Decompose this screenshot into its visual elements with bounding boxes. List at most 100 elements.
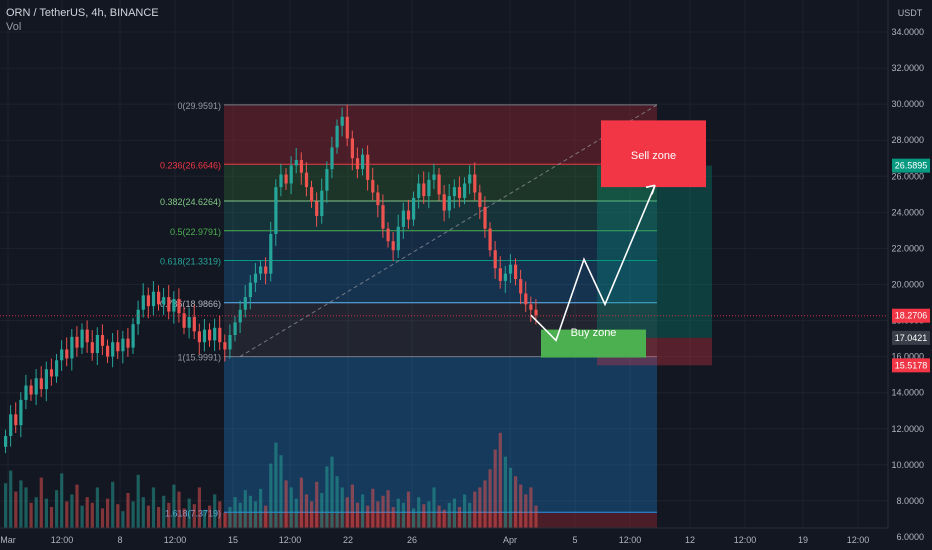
candle-body bbox=[223, 342, 227, 350]
candle-body bbox=[529, 304, 533, 310]
candle-body bbox=[432, 174, 436, 180]
candle-body bbox=[473, 174, 477, 193]
price-tick-label: 26.0000 bbox=[891, 171, 924, 181]
time-tick-label: 26 bbox=[407, 535, 417, 545]
volume-bar bbox=[70, 494, 74, 528]
candle bbox=[218, 315, 222, 350]
volume-bar bbox=[269, 463, 273, 528]
candle bbox=[9, 405, 13, 447]
fibonacci-retracement[interactable]: 0(29.9591) 0.236(26.6646) 0.382(24.6264) 0.… bbox=[160, 101, 658, 528]
candle-body bbox=[95, 335, 99, 354]
price-tick-label: 32.0000 bbox=[891, 63, 924, 73]
candle bbox=[116, 330, 120, 359]
candle bbox=[172, 291, 176, 324]
candle bbox=[519, 269, 523, 305]
candle bbox=[437, 168, 441, 201]
candle bbox=[39, 366, 43, 397]
candle-body bbox=[44, 369, 48, 390]
candle-body bbox=[192, 316, 196, 332]
time-tick-label: 12:00 bbox=[734, 535, 757, 545]
candle-body bbox=[284, 174, 288, 184]
volume-bar bbox=[330, 456, 334, 528]
candle bbox=[90, 330, 94, 361]
candle-body bbox=[131, 324, 135, 348]
candle-body bbox=[396, 226, 400, 251]
volume-bar bbox=[157, 507, 161, 528]
candle-body bbox=[330, 147, 334, 170]
volume-bar bbox=[366, 505, 370, 528]
volume-bar bbox=[503, 456, 507, 528]
volume-bar bbox=[386, 490, 390, 528]
candle-body bbox=[80, 329, 84, 348]
candle bbox=[14, 402, 18, 433]
time-axis[interactable]: Mar 12:00 8 12:00 15 12:00 22 26 Apr 5 12:00 12 12:0… bbox=[0, 527, 888, 550]
volume-bar bbox=[514, 476, 518, 528]
symbol-title[interactable]: ORN / TetherUS, 4h, BINANCE bbox=[6, 7, 159, 19]
candle bbox=[412, 191, 416, 226]
volume-bar bbox=[131, 501, 135, 528]
volume-bar bbox=[253, 501, 258, 528]
price-axis[interactable]: USDT34.000032.000030.000028.000026.00002… bbox=[887, 0, 932, 550]
candle-body bbox=[381, 205, 385, 229]
candle bbox=[427, 172, 431, 209]
volume-bar bbox=[279, 455, 283, 528]
volume-label[interactable]: Vol bbox=[6, 21, 22, 33]
volume-bar bbox=[259, 488, 263, 528]
currency-label: USDT bbox=[898, 8, 923, 18]
volume-bar bbox=[65, 501, 69, 528]
volume-bar bbox=[473, 491, 477, 528]
price-tick-label: 34.0000 bbox=[891, 27, 924, 37]
candle bbox=[269, 221, 273, 282]
volume-bar bbox=[100, 508, 105, 528]
sell-zone-box[interactable] bbox=[601, 120, 706, 188]
time-tick-label: 12:00 bbox=[619, 535, 642, 545]
candle-body bbox=[279, 174, 283, 188]
candle bbox=[289, 156, 293, 195]
time-tick-label: Apr bbox=[503, 535, 517, 545]
candle-body bbox=[85, 329, 89, 343]
volume-bar bbox=[417, 497, 421, 528]
price-axis-bg bbox=[888, 0, 932, 550]
candle bbox=[503, 265, 507, 293]
time-tick-label: 12:00 bbox=[279, 535, 302, 545]
candle-body bbox=[126, 338, 130, 348]
price-tag: 26.5895 bbox=[892, 158, 930, 173]
volume-bar bbox=[248, 495, 252, 528]
candle bbox=[85, 320, 89, 353]
candle bbox=[294, 147, 298, 174]
volume-bar bbox=[340, 487, 344, 528]
candle bbox=[202, 318, 207, 352]
volume-bar bbox=[376, 501, 380, 528]
candle-body bbox=[452, 187, 456, 197]
candle-body bbox=[167, 297, 171, 312]
candle-body bbox=[14, 414, 18, 426]
candle bbox=[274, 179, 278, 247]
candle bbox=[330, 136, 334, 179]
price-tick-label: 6.0000 bbox=[896, 532, 924, 542]
volume-bar bbox=[14, 491, 18, 528]
candle bbox=[361, 148, 365, 176]
candle bbox=[197, 323, 201, 355]
volume-bar bbox=[519, 484, 523, 528]
volume-bar bbox=[24, 487, 28, 528]
time-tick-label: 12:00 bbox=[847, 535, 870, 545]
price-tag: 17.0421 bbox=[892, 330, 930, 345]
candle bbox=[340, 107, 344, 137]
volume-bar bbox=[274, 442, 278, 528]
candle bbox=[259, 260, 263, 280]
candle-body bbox=[304, 172, 309, 188]
candle-body bbox=[34, 378, 38, 395]
candle bbox=[417, 174, 421, 209]
volume-bar bbox=[4, 483, 8, 528]
volume-bar bbox=[396, 498, 400, 528]
candle bbox=[391, 232, 395, 261]
volume-bar bbox=[432, 487, 436, 528]
candle bbox=[381, 194, 385, 238]
candle-body bbox=[228, 335, 232, 350]
candle bbox=[335, 119, 339, 154]
price-tag-bg bbox=[892, 158, 930, 173]
candle bbox=[151, 281, 156, 316]
volume-bar bbox=[172, 484, 176, 528]
